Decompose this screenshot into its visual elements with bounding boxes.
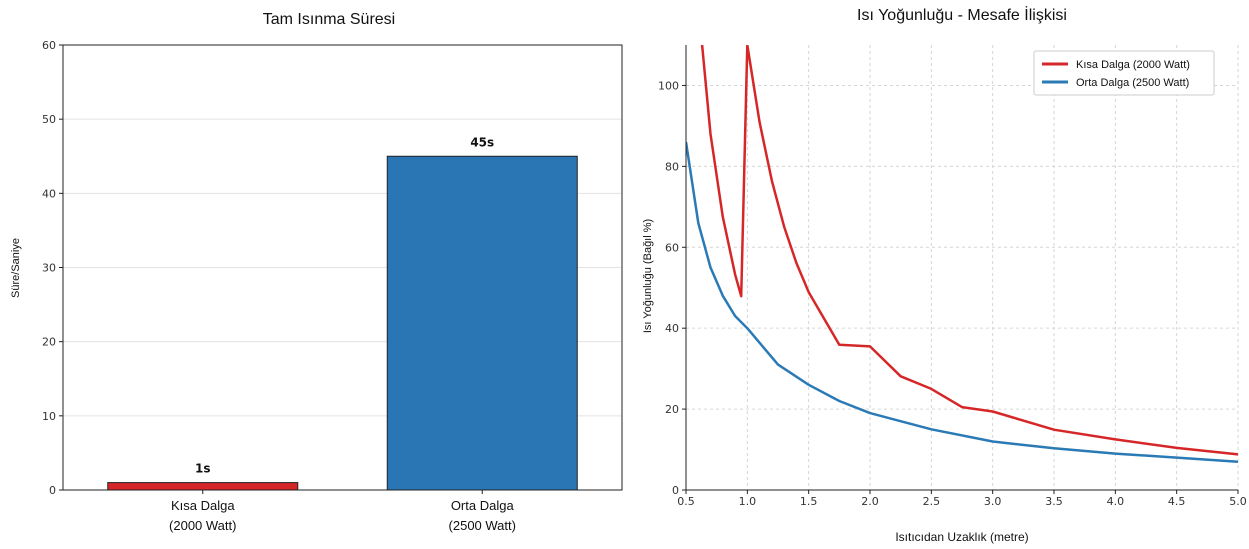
line-x-tick-label: 0.5 [677, 495, 695, 508]
line-chart-series [686, 45, 1238, 463]
line-x-tick-label: 1.0 [739, 495, 757, 508]
line-y-tick-label: 20 [665, 403, 679, 416]
line-x-tick-label: 3.5 [1045, 495, 1063, 508]
bar-y-tick-label: 0 [49, 484, 56, 497]
line-x-tick-label: 3.0 [984, 495, 1002, 508]
line-x-tick-label: 5.0 [1229, 495, 1247, 508]
line-chart-y-ticks: 0 20 40 60 80 100 [658, 79, 686, 497]
bar-y-tick-label: 40 [42, 187, 56, 200]
bar-category-label-line1: Orta Dalga [451, 498, 515, 513]
bar-y-tick-label: 60 [42, 39, 56, 52]
bar-y-tick-label: 30 [42, 262, 56, 275]
line-x-tick-label: 1.5 [800, 495, 818, 508]
line-x-tick-label: 4.0 [1107, 495, 1125, 508]
bar-data-label: 45s [470, 135, 494, 149]
legend-label-1: Kısa Dalga (2000 Watt) [1076, 59, 1190, 71]
legend-box [1033, 50, 1215, 96]
line-chart-title: Isı Yoğunluğu - Mesafe İlişkisi [857, 5, 1067, 24]
line-y-tick-label: 100 [658, 79, 679, 92]
legend-label-2: Orta Dalga (2500 Watt) [1076, 77, 1189, 89]
line-x-tick-label: 4.5 [1168, 495, 1186, 508]
bar-1 [107, 482, 299, 491]
bar-chart-title: Tam Isınma Süresi [263, 11, 395, 28]
line-y-tick-label: 80 [665, 160, 679, 173]
line-chart: Isı Yoğunluğu - Mesafe İlişkisi 0 20 40 60 8… [642, 5, 1247, 544]
line-x-tick-label: 2.0 [861, 495, 879, 508]
bar-2 [386, 155, 578, 491]
line-y-tick-label: 0 [672, 484, 679, 497]
bar-chart-y-axis-label: Süre/Saniye [10, 238, 22, 298]
line-chart-gridlines [685, 45, 1239, 491]
line-chart-x-axis-label: Isıtıcıdan Uzaklık (metre) [895, 530, 1028, 544]
line-chart-y-axis-label: Isı Yoğunluğu (Bağıl %) [642, 219, 654, 333]
bar-category-label-line1: Kısa Dalga [171, 498, 235, 513]
bar-chart-bars: 1s 45s [107, 135, 578, 491]
bar-y-tick-label: 50 [42, 113, 56, 126]
line-series-1 [700, 45, 1238, 456]
bar-category-label-line2: (2500 Watt) [449, 518, 516, 533]
bar-data-label: 1s [195, 462, 211, 476]
bar-category-label-line2: (2000 Watt) [169, 518, 236, 533]
bar-y-tick-label: 10 [42, 410, 56, 423]
line-y-tick-label: 60 [665, 241, 679, 254]
bar-y-tick-label: 20 [42, 336, 56, 349]
line-y-tick-label: 40 [665, 322, 679, 335]
bar-chart: Tam Isınma Süresi 1s 45s 0 10 20 30 40 50 60 Kı… [10, 11, 623, 533]
line-x-tick-label: 2.5 [923, 495, 941, 508]
bar-chart-y-ticks: 0 10 20 30 40 50 60 [42, 39, 63, 497]
line-chart-legend: Kısa Dalga (2000 Watt) Orta Dalga (2500 W… [1033, 50, 1215, 96]
bar-chart-category-labels: Kısa Dalga (2000 Watt) Orta Dalga (2500 Wat… [169, 490, 516, 533]
line-series-2 [686, 141, 1238, 463]
line-chart-x-ticks: 0.5 1.0 1.5 2.0 2.5 3.0 3.5 4.0 4.5 5.0 [677, 490, 1247, 508]
